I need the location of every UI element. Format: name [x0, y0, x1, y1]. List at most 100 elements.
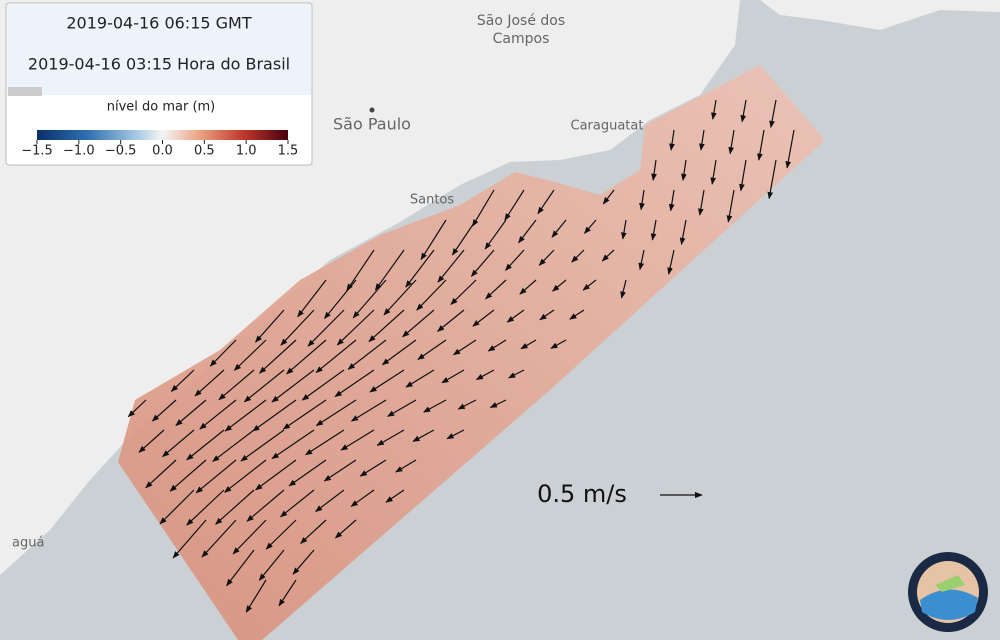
current-arrow: [258, 339, 297, 374]
colorbar-tick-label: 1.5: [278, 144, 299, 159]
legend-title: nível do mar (m): [107, 100, 216, 115]
current-arrow: [199, 399, 237, 430]
current-arrow: [552, 279, 567, 292]
current-arrow: [315, 339, 357, 374]
current-arrow: [288, 459, 327, 487]
current-arrow: [569, 309, 585, 320]
current-arrow: [212, 429, 255, 462]
current-arrow: [487, 339, 507, 352]
place-label: aguá: [12, 536, 44, 551]
place-labels: São José dos Campos São Paulo Caraguatat San…: [12, 13, 643, 551]
logo-shape: [935, 575, 965, 592]
city-dot: [369, 107, 375, 113]
current-arrow: [292, 549, 315, 575]
current-arrow: [334, 519, 357, 539]
place-label: São Paulo: [333, 115, 411, 134]
current-arrow: [340, 429, 375, 451]
info-header: [7, 4, 311, 95]
current-arrow: [423, 399, 447, 413]
current-arrow: [127, 399, 147, 418]
current-arrow: [175, 399, 207, 426]
current-arrow: [350, 489, 375, 507]
current-arrow: [550, 339, 567, 349]
current-arrow: [334, 369, 375, 398]
colorbar-ticks: −1.5 −1.0 −0.5 0.0 0.5 1.0 1.5: [21, 140, 298, 159]
current-arrow: [412, 429, 435, 442]
time-local: 2019-04-16 03:15 Hora do Brasil: [28, 55, 290, 74]
current-arrow: [728, 129, 735, 155]
current-arrow: [224, 399, 267, 432]
current-arrow: [441, 369, 465, 384]
land: [760, 0, 1000, 30]
current-arrow: [668, 189, 675, 212]
current-arrow: [537, 189, 555, 215]
current-arrow: [551, 219, 567, 238]
current-arrow: [416, 279, 447, 311]
current-arrow: [201, 519, 237, 558]
current-arrow: [301, 369, 345, 401]
current-arrow: [452, 339, 477, 356]
current-arrow: [240, 429, 285, 462]
current-arrow: [484, 219, 507, 250]
current-arrow: [769, 99, 777, 129]
current-arrow: [620, 279, 627, 299]
current-arrow: [383, 279, 417, 316]
current-arrow: [417, 339, 447, 361]
current-arrow: [369, 369, 405, 393]
place-label: Santos: [410, 193, 455, 208]
current-arrow: [315, 399, 357, 427]
current-arrow: [215, 489, 255, 525]
current-arrow: [582, 279, 597, 291]
model-domain: [118, 65, 825, 640]
current-arrow: [195, 459, 237, 494]
current-arrow: [518, 219, 537, 244]
colorbar-tick-label: 1.0: [236, 144, 257, 159]
current-arrow: [376, 429, 405, 446]
time-gmt: 2019-04-16 06:15 GMT: [66, 14, 251, 33]
current-arrow: [638, 249, 645, 271]
current-arrow: [757, 129, 765, 161]
current-arrow: [667, 249, 675, 275]
current-arrow: [395, 459, 417, 473]
current-arrow: [679, 219, 687, 246]
current-arrow: [639, 189, 645, 211]
current-arrow: [374, 249, 405, 291]
current-arrow: [218, 369, 255, 401]
current-arrow: [420, 219, 447, 261]
current-arrow: [767, 159, 777, 200]
current-arrow: [255, 459, 297, 491]
logo-wave: [920, 589, 978, 620]
current-arrow: [352, 279, 387, 319]
current-arrow: [437, 249, 465, 283]
current-arrow: [385, 489, 405, 503]
current-arrow: [300, 519, 327, 544]
colorbar-tick-label: 0.5: [194, 144, 215, 159]
current-arrow: [233, 339, 267, 371]
current-arrow: [740, 99, 747, 123]
place-label: São José dos: [477, 13, 565, 29]
current-arrow: [785, 129, 795, 169]
current-arrow: [584, 219, 597, 234]
current-arrow: [209, 339, 237, 367]
current-arrow: [698, 189, 705, 216]
current-arrow: [271, 429, 315, 460]
current-arrow: [315, 489, 345, 513]
current-arrow: [186, 429, 225, 461]
current-arrow: [246, 489, 285, 522]
place-label: Caraguatat: [571, 119, 644, 134]
current-arrow: [232, 519, 267, 555]
current-arrow: [280, 309, 315, 346]
colorbar: [37, 130, 288, 140]
current-arrow: [159, 489, 195, 525]
current-arrow: [347, 339, 387, 370]
current-arrow: [681, 159, 687, 182]
current-arrow: [450, 279, 477, 305]
current-arrow: [451, 219, 477, 256]
current-arrow: [305, 429, 345, 456]
current-arrow: [359, 459, 387, 477]
current-arrow: [368, 309, 405, 343]
current-arrow: [504, 189, 525, 221]
current-arrow: [519, 279, 537, 295]
current-arrow: [381, 339, 417, 366]
current-arrow: [271, 369, 315, 403]
